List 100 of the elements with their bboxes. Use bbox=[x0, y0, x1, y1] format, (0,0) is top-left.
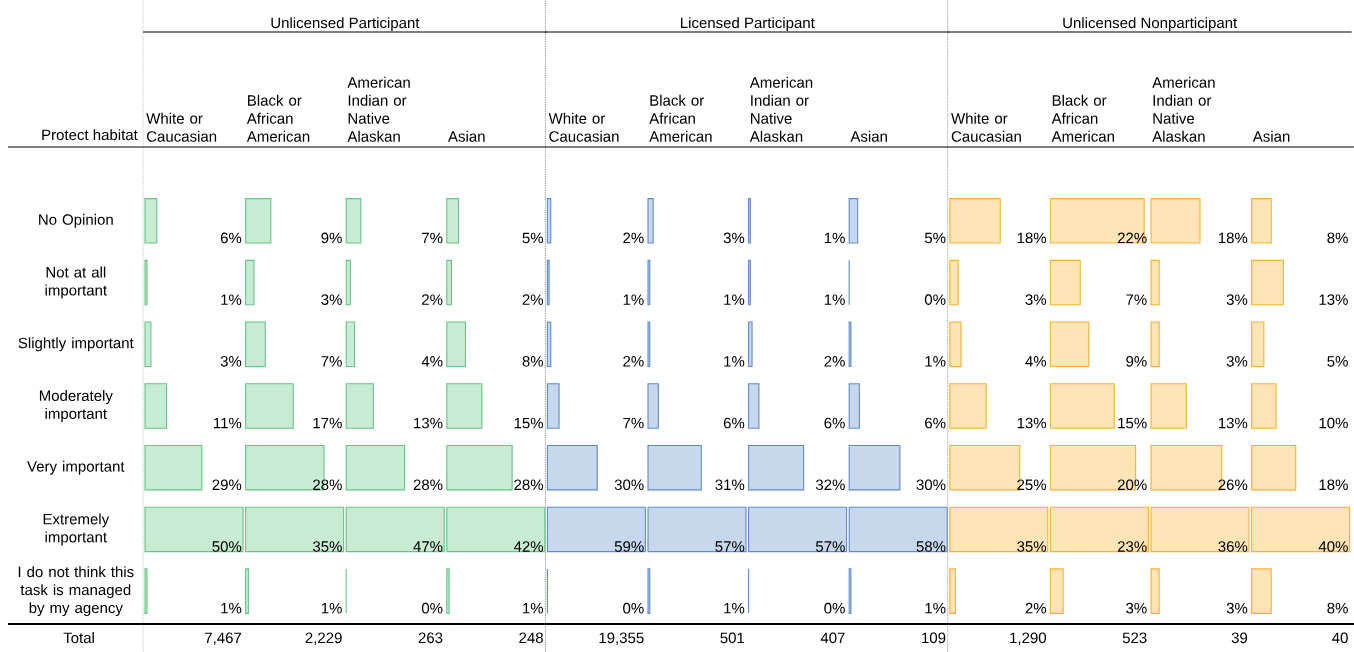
bar bbox=[345, 198, 362, 244]
data-label: 28% bbox=[514, 479, 544, 491]
y-tick-label: Slightly important bbox=[18, 337, 134, 352]
data-label: 0% bbox=[824, 602, 845, 614]
data-label: 17% bbox=[313, 417, 342, 429]
text: Total bbox=[63, 632, 94, 644]
text: 39 bbox=[1231, 632, 1248, 644]
data-label: 30% bbox=[916, 479, 946, 491]
data-label: 2% bbox=[1025, 602, 1047, 614]
bar bbox=[1150, 383, 1187, 429]
chart-title: American Indian or Native Alaskan bbox=[347, 76, 410, 142]
data-label: 2% bbox=[422, 294, 443, 305]
bar bbox=[1251, 321, 1265, 368]
y-tick-label: No Opinion bbox=[39, 213, 113, 228]
bar bbox=[144, 444, 203, 491]
bar bbox=[1251, 568, 1272, 614]
bar bbox=[1049, 321, 1090, 368]
data-label: 13% bbox=[414, 417, 443, 429]
data-label: 35% bbox=[1017, 541, 1047, 552]
bar bbox=[245, 383, 294, 429]
bar bbox=[546, 321, 552, 368]
data-label: 32% bbox=[815, 479, 845, 491]
data-label: 7% bbox=[1126, 294, 1147, 305]
data-label: 3% bbox=[1226, 356, 1248, 367]
chart-title: Asian bbox=[850, 130, 887, 142]
bar bbox=[748, 383, 760, 429]
data-label: 18% bbox=[1017, 232, 1047, 244]
data-label: 35% bbox=[312, 541, 342, 552]
text: Licensed Participant bbox=[681, 17, 815, 32]
text: Protect habitat bbox=[42, 129, 138, 141]
data-label: 4% bbox=[421, 356, 443, 367]
bar bbox=[1049, 568, 1064, 614]
text: 1,290 bbox=[1010, 632, 1047, 645]
data-label: 7% bbox=[623, 417, 644, 429]
data-label: 28% bbox=[313, 479, 342, 491]
bar bbox=[446, 444, 513, 491]
data-label: 3% bbox=[1025, 294, 1047, 305]
bar bbox=[1049, 198, 1145, 244]
bar bbox=[1150, 198, 1201, 244]
data-label: 28% bbox=[413, 479, 443, 491]
bar bbox=[446, 568, 450, 614]
bar bbox=[345, 259, 351, 306]
y-tick-label: Moderately important bbox=[39, 390, 113, 422]
data-label: 1% bbox=[925, 356, 946, 367]
data-label: 1% bbox=[221, 294, 242, 305]
data-label: 20% bbox=[1117, 479, 1147, 491]
y-tick-label: Not at all important bbox=[45, 266, 107, 299]
y-tick-label: Extremely important bbox=[43, 513, 110, 546]
data-label: 15% bbox=[1118, 417, 1147, 429]
text: 407 bbox=[820, 632, 845, 644]
chart-title: Black or African American bbox=[1051, 94, 1114, 142]
bar bbox=[1251, 383, 1277, 429]
data-label: 4% bbox=[1025, 356, 1047, 367]
chart-title: Asian bbox=[448, 130, 485, 142]
text: 523 bbox=[1122, 632, 1147, 644]
text: 263 bbox=[418, 632, 443, 644]
data-label: 13% bbox=[1319, 294, 1348, 305]
chart-title: Black or African American bbox=[649, 94, 712, 142]
text: Unlicensed Nonparticipant bbox=[1063, 17, 1238, 32]
data-label: 1% bbox=[724, 294, 745, 305]
chart-title: American Indian or Native Alaskan bbox=[749, 76, 813, 142]
data-label: 9% bbox=[321, 232, 342, 244]
data-label: 1% bbox=[321, 602, 342, 614]
bar bbox=[144, 198, 158, 244]
data-label: 0% bbox=[421, 602, 443, 614]
bar bbox=[949, 198, 1001, 244]
bar bbox=[1251, 259, 1285, 306]
data-label: 18% bbox=[1319, 479, 1348, 491]
data-label: 6% bbox=[723, 417, 745, 429]
bar bbox=[1251, 444, 1297, 491]
data-label: 2% bbox=[824, 356, 845, 367]
data-label: 31% bbox=[715, 479, 745, 491]
bar bbox=[1049, 259, 1081, 306]
data-label: 1% bbox=[824, 294, 845, 305]
bar bbox=[144, 383, 168, 429]
data-label: 7% bbox=[321, 356, 342, 367]
data-label: 11% bbox=[214, 417, 242, 429]
data-label: 3% bbox=[723, 232, 745, 244]
bar bbox=[446, 198, 460, 244]
data-label: 1% bbox=[724, 356, 745, 367]
bar bbox=[748, 444, 805, 491]
data-label: 1% bbox=[724, 602, 745, 614]
data-label: 30% bbox=[614, 479, 644, 491]
chart-title: White or Caucasian bbox=[951, 112, 1021, 142]
bar bbox=[345, 321, 356, 368]
data-label: 57% bbox=[815, 541, 845, 552]
data-label: 3% bbox=[1226, 294, 1248, 305]
text: 248 bbox=[519, 632, 543, 644]
bar bbox=[647, 383, 659, 429]
bar bbox=[1150, 259, 1160, 306]
bar bbox=[949, 259, 959, 306]
bar bbox=[446, 321, 467, 368]
data-label: 6% bbox=[220, 232, 242, 244]
data-label: 2% bbox=[623, 356, 644, 367]
text: 19,355 bbox=[599, 632, 644, 645]
y-tick-label: I do not think this task is managed by my agency bbox=[18, 566, 134, 617]
bar bbox=[245, 198, 272, 244]
data-label: 5% bbox=[1327, 356, 1348, 367]
bar bbox=[848, 444, 901, 491]
bar bbox=[848, 383, 860, 429]
